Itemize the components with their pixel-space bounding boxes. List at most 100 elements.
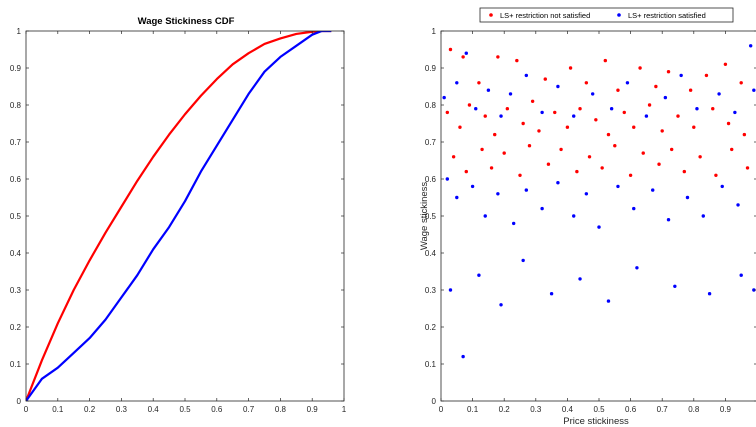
scatter-point-satisfied (736, 203, 740, 207)
scatter-point-not-satisfied (467, 103, 472, 107)
y-tick-label: 0.6 (10, 175, 22, 184)
x-tick-label: 0.9 (720, 405, 732, 414)
y-tick-label: 0.4 (10, 249, 22, 258)
cdf-series-line-0 (26, 31, 332, 401)
y-tick-label: 0.1 (425, 360, 437, 369)
cdf-title: Wage Stickiness CDF (138, 16, 235, 27)
scatter-point-satisfied (540, 110, 544, 115)
y-tick-label: 0.4 (425, 249, 437, 258)
scatter-ylabel: Wage stickiness (419, 182, 430, 251)
scatter-point-not-satisfied (600, 166, 604, 170)
scatter-point-satisfied (707, 292, 712, 296)
scatter-point-not-satisfied (584, 81, 589, 85)
x-tick-label: 0.7 (657, 405, 669, 414)
scatter-point-not-satisfied (587, 155, 592, 159)
scatter-point-satisfied (679, 73, 683, 78)
legend-box (479, 7, 734, 23)
scatter-point-not-satisfied (515, 58, 519, 63)
scatter-point-satisfied (464, 51, 468, 55)
scatter-point-satisfied (685, 195, 690, 200)
scatter-point-not-satisfied (616, 88, 620, 92)
cdf-series-group (26, 31, 332, 401)
scatter-point-not-satisfied (543, 77, 547, 81)
scatter-point-satisfied (748, 44, 753, 48)
scatter-point-not-satisfied (575, 169, 579, 174)
scatter-point-satisfied (511, 221, 516, 226)
scatter-point-satisfied (477, 273, 481, 277)
scatter-point-not-satisfied (723, 62, 728, 66)
x-tick-label: 0.6 (625, 405, 637, 414)
scatter-point-satisfied (442, 95, 446, 100)
y-tick-label: 0.7 (425, 138, 437, 147)
scatter-point-not-satisfied (445, 110, 450, 115)
scatter-point-satisfied (584, 192, 589, 196)
scatter-point-satisfied (461, 354, 465, 359)
scatter-point-not-satisfied (553, 110, 557, 115)
scatter-point-satisfied (549, 292, 554, 296)
x-tick-label: 0.5 (179, 405, 191, 414)
scatter-panel: 0 0.1 0.2 0.3 0.4 0.5 0.6 0.7 0.8 0.9 0 0.1 0.2 0.3 0.… (419, 7, 756, 427)
scatter-point-not-satisfied (641, 151, 645, 155)
scatter-point-not-satisfied (594, 118, 598, 122)
y-tick-label: 1 (432, 27, 437, 36)
y-tick-label: 0.3 (10, 286, 22, 295)
y-tick-label: 0.5 (10, 212, 22, 221)
scatter-point-satisfied (556, 84, 560, 89)
scatter-point-not-satisfied (742, 132, 747, 137)
scatter-point-not-satisfied (568, 66, 573, 70)
x-tick-label: 0.3 (116, 405, 128, 414)
scatter-point-satisfied (455, 195, 459, 200)
cdf-axes-box (25, 30, 345, 402)
scatter-point-not-satisfied (730, 147, 734, 152)
scatter-point-satisfied (739, 273, 743, 277)
scatter-point-satisfied (578, 277, 582, 281)
scatter-axes-box (440, 30, 756, 402)
x-tick-label: 1 (342, 405, 347, 414)
x-tick-label: 0.8 (275, 405, 287, 414)
scatter-point-satisfied (673, 284, 677, 288)
x-tick-label: 0.9 (307, 405, 319, 414)
scatter-point-not-satisfied (559, 147, 563, 152)
scatter-point-satisfied (644, 114, 649, 118)
scatter-point-not-satisfied (464, 169, 468, 174)
y-tick-label: 0.2 (10, 323, 22, 332)
scatter-point-satisfied (499, 303, 503, 307)
scatter-point-not-satisfied (530, 99, 535, 104)
scatter-point-satisfied (625, 81, 630, 85)
scatter-point-satisfied (663, 95, 668, 100)
scatter-point-not-satisfied (521, 121, 525, 126)
x-tick-label: 0.1 (467, 405, 479, 414)
x-tick-label: 0.4 (562, 405, 574, 414)
scatter-point-not-satisfied (613, 144, 617, 148)
y-tick-label: 1 (17, 27, 22, 36)
scatter-point-satisfied (733, 110, 737, 115)
scatter-point-not-satisfied (489, 166, 494, 170)
cdf-ticks: 0 0.1 0.2 0.3 0.4 0.5 0.6 0.7 0.8 0.9 1 0 0.1 0.2 0.3 0… (10, 27, 347, 414)
y-tick-label: 0.3 (425, 286, 437, 295)
scatter-point-not-satisfied (632, 125, 636, 129)
scatter-point-satisfied (448, 288, 453, 292)
legend-label-not-satisfied: LS+ restriction not satisfied (500, 11, 590, 20)
scatter-point-satisfied (524, 73, 529, 78)
scatter-point-not-satisfied (638, 66, 642, 70)
scatter-point-not-satisfied (660, 129, 664, 133)
scatter-point-satisfied (609, 107, 614, 111)
scatter-point-not-satisfied (483, 114, 487, 118)
scatter-point-not-satisfied (451, 155, 456, 159)
y-tick-label: 0.8 (10, 101, 22, 110)
scatter-point-not-satisfied (704, 73, 709, 78)
scatter-point-not-satisfied (726, 121, 731, 126)
scatter-point-not-satisfied (745, 166, 750, 170)
x-tick-label: 0.8 (688, 405, 700, 414)
legend-marker-satisfied (617, 13, 621, 17)
scatter-point-not-satisfied (537, 129, 541, 133)
scatter-point-satisfied (540, 206, 544, 211)
scatter-point-not-satisfied (628, 173, 633, 177)
x-tick-label: 0.7 (243, 405, 255, 414)
scatter-point-not-satisfied (657, 162, 661, 166)
scatter-point-satisfied (572, 114, 576, 118)
scatter-point-not-satisfied (496, 55, 500, 59)
scatter-points-group (442, 44, 756, 359)
scatter-point-satisfied (651, 188, 655, 192)
scatter-point-not-satisfied (622, 110, 626, 115)
